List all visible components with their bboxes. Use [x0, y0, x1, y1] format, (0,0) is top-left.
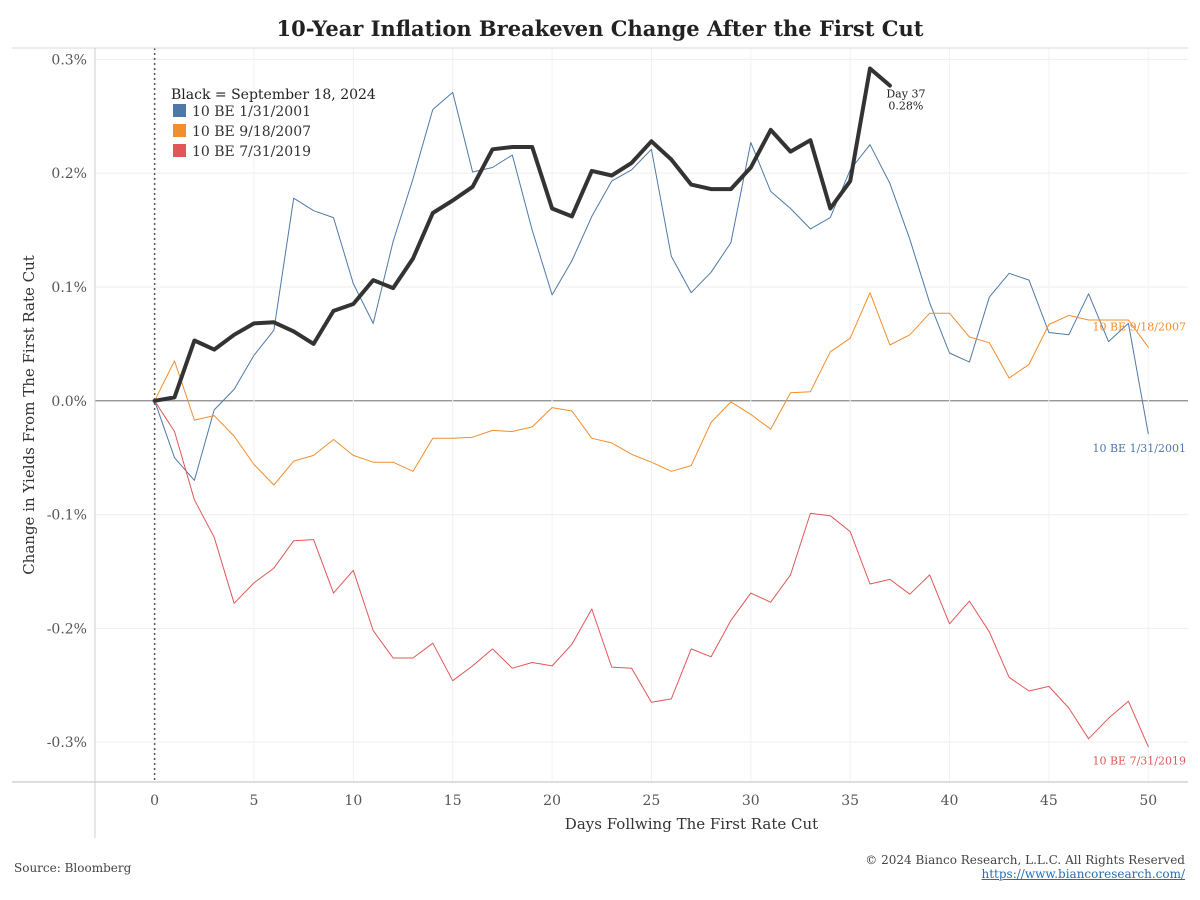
current-cycle-line — [152, 66, 892, 403]
y-tick-label: 0.3% — [51, 52, 87, 68]
x-tick-label: 5 — [250, 793, 259, 809]
x-tick-label: 10 — [344, 793, 362, 809]
x-tick-label: 40 — [941, 793, 959, 809]
x-tick-label: 35 — [841, 793, 859, 809]
grid-lines — [95, 48, 1188, 782]
website-link[interactable]: https://www.biancoresearch.com/ — [981, 867, 1185, 881]
legend-label: 10 BE 1/31/2001 — [192, 104, 311, 120]
series-line — [154, 292, 1149, 486]
y-tick-label: -0.2% — [47, 621, 87, 637]
x-tick-label: 20 — [543, 793, 561, 809]
legend-swatch — [173, 124, 186, 137]
x-tick-label: 30 — [742, 793, 760, 809]
legend-title: Black = September 18, 2024 — [171, 87, 376, 103]
y-tick-label: 0.1% — [51, 280, 87, 296]
chart-title: 10-Year Inflation Breakeven Change After… — [276, 16, 924, 41]
y-tick-label: -0.1% — [47, 508, 87, 524]
series-line — [154, 91, 1149, 481]
legend-label: 10 BE 9/18/2007 — [192, 124, 311, 140]
legend-swatch — [173, 144, 186, 157]
x-tick-label: 15 — [444, 793, 462, 809]
y-tick-label: -0.3% — [47, 735, 87, 751]
x-tick-label: 25 — [643, 793, 661, 809]
copyright-note: © 2024 Bianco Research, L.L.C. All Right… — [865, 853, 1185, 867]
legend-label: 10 BE 7/31/2019 — [192, 144, 311, 160]
x-tick-label: 0 — [150, 793, 159, 809]
series-end-label: 10 BE 9/18/2007 — [1092, 320, 1186, 333]
axes: -0.3% -0.2% -0.1% 0.0% 0.1% 0.2% 0.3% 0 5 10 15 20 2… — [12, 47, 1188, 838]
x-tick-label: 50 — [1139, 793, 1157, 809]
series-end-label: 10 BE 7/31/2019 — [1092, 755, 1186, 768]
series-lines — [152, 66, 1149, 748]
x-tick-label: 45 — [1040, 793, 1058, 809]
series-end-label: 10 BE 1/31/2001 — [1092, 442, 1186, 455]
annotation-label: 0.28% — [888, 100, 923, 113]
x-axis-label: Days Follwing The First Rate Cut — [565, 815, 818, 833]
legend-swatch — [173, 104, 186, 117]
annotation-label: Day 37 — [886, 88, 925, 101]
chart-labels: 10 BE 1/31/2001 10 BE 9/18/2007 10 BE 7/31… — [886, 88, 1186, 768]
source-note: Source: Bloomberg — [14, 861, 132, 875]
y-tick-label: 0.0% — [51, 394, 87, 410]
y-tick-label: 0.2% — [51, 166, 87, 182]
series-line — [154, 400, 1149, 748]
y-axis-label: Change in Yields From The First Rate Cut — [20, 255, 38, 575]
